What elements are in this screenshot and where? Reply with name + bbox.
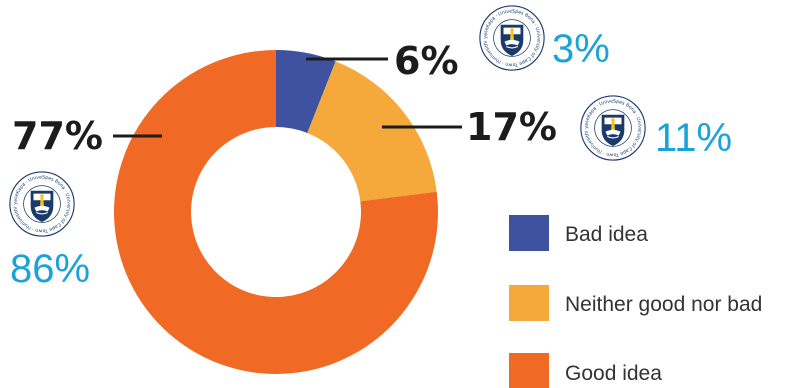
pct-label-neutral-text: 17% bbox=[466, 105, 557, 149]
legend-label-bad: Bad idea bbox=[565, 223, 648, 246]
uct-label-bad: 3% bbox=[552, 27, 610, 71]
donut-slice-good bbox=[114, 50, 439, 374]
donut-slice-bad bbox=[276, 50, 336, 133]
donut-slices bbox=[114, 50, 439, 374]
legend-swatch-bad bbox=[509, 215, 549, 251]
pct-label-neutral: 17% bbox=[382, 105, 557, 149]
pct-label-bad-text: 6% bbox=[394, 39, 459, 83]
pct-label-good: 77% bbox=[12, 114, 162, 158]
uct-label-good: 86% bbox=[10, 247, 90, 291]
donut-slice-neutral bbox=[307, 61, 437, 202]
uct-seal-icon-neutral bbox=[580, 95, 646, 161]
uct-label-neutral: 11% bbox=[655, 116, 732, 160]
uct-seal-icon-good bbox=[9, 171, 75, 237]
legend: Bad idea Neither good nor bad Good idea bbox=[509, 215, 762, 388]
uct-seal-icon-bad bbox=[479, 5, 545, 71]
legend-label-neutral: Neither good nor bad bbox=[565, 293, 762, 316]
pct-label-good-text: 77% bbox=[12, 114, 103, 158]
legend-swatch-good bbox=[509, 353, 549, 388]
legend-swatch-neutral bbox=[509, 285, 549, 321]
pct-label-bad: 6% bbox=[306, 39, 459, 83]
legend-label-good: Good idea bbox=[565, 362, 662, 385]
